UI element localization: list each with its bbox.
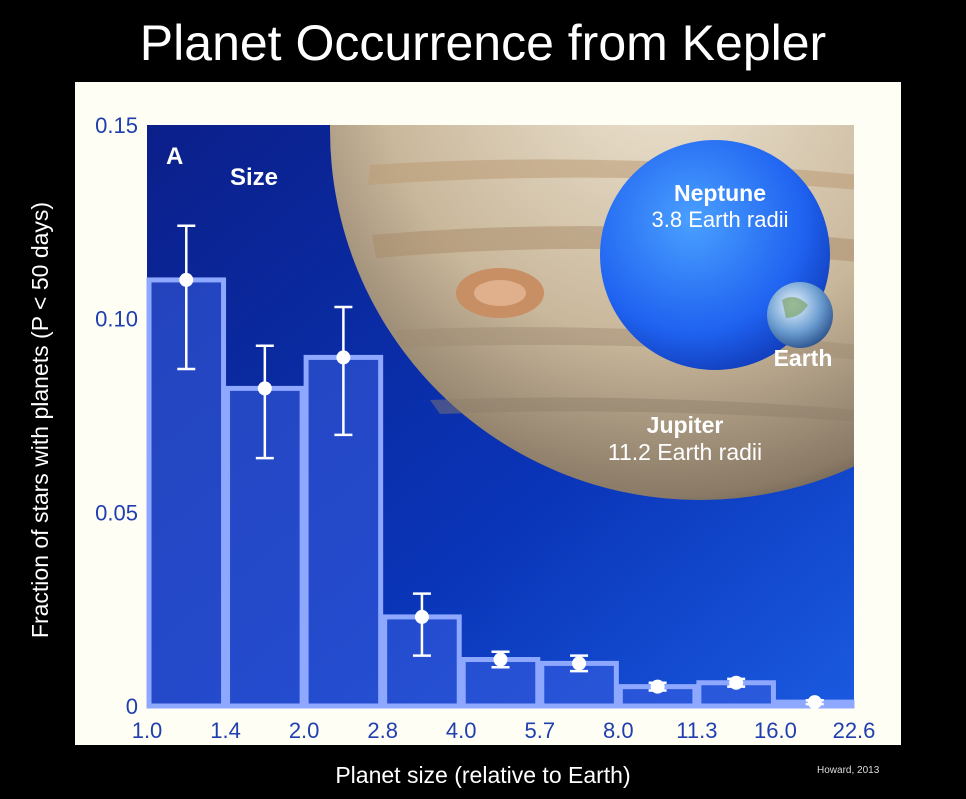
data-point bbox=[807, 695, 822, 710]
panel-letter: A bbox=[166, 143, 184, 170]
x-tick-label: 1.0 bbox=[132, 718, 163, 743]
y-tick-label: 0.05 bbox=[95, 500, 138, 525]
bar bbox=[460, 657, 541, 709]
planet-illustration bbox=[330, 125, 854, 500]
data-point bbox=[650, 679, 665, 694]
x-tick-label: 8.0 bbox=[603, 718, 634, 743]
neptune-label: Neptune bbox=[674, 180, 766, 206]
jupiter-size-label: 11.2 Earth radii bbox=[607, 439, 763, 465]
x-tick-label: 16.0 bbox=[754, 718, 797, 743]
y-tick-label: 0.15 bbox=[95, 113, 138, 138]
neptune-size-label: 3.8 Earth radii bbox=[651, 207, 789, 232]
jupiter-label: Jupiter bbox=[646, 412, 724, 438]
data-point bbox=[336, 350, 351, 365]
x-tick-label: 4.0 bbox=[446, 718, 477, 743]
data-point bbox=[729, 675, 744, 690]
data-point bbox=[179, 272, 194, 287]
earth-planet bbox=[767, 282, 833, 348]
y-tick-label: 0.10 bbox=[95, 307, 138, 332]
earth-label: Earth bbox=[773, 345, 833, 371]
y-tick-label: 0 bbox=[126, 694, 138, 719]
x-tick-label: 1.4 bbox=[210, 718, 241, 743]
data-point bbox=[493, 652, 508, 667]
x-tick-label: 5.7 bbox=[524, 718, 555, 743]
neptune-annotation: Neptune 3.8 Earth radii bbox=[600, 180, 840, 233]
data-point bbox=[257, 381, 272, 396]
x-tick-label: 22.6 bbox=[833, 718, 876, 743]
x-tick-label: 2.8 bbox=[367, 718, 398, 743]
credit-text: Howard, 2013 bbox=[817, 765, 880, 776]
y-axis-label: Fraction of stars with planets (P < 50 d… bbox=[27, 201, 53, 639]
data-point bbox=[572, 656, 587, 671]
panel-name: Size bbox=[230, 164, 279, 191]
data-point bbox=[414, 609, 429, 624]
x-tick-label: 2.0 bbox=[289, 718, 320, 743]
jupiter-annotation: Jupiter 11.2 Earth radii bbox=[560, 412, 810, 466]
x-axis-label: Planet size (relative to Earth) bbox=[335, 762, 631, 788]
x-tick-label: 11.3 bbox=[676, 718, 717, 743]
chart-title: Planet Occurrence from Kepler bbox=[139, 15, 827, 71]
